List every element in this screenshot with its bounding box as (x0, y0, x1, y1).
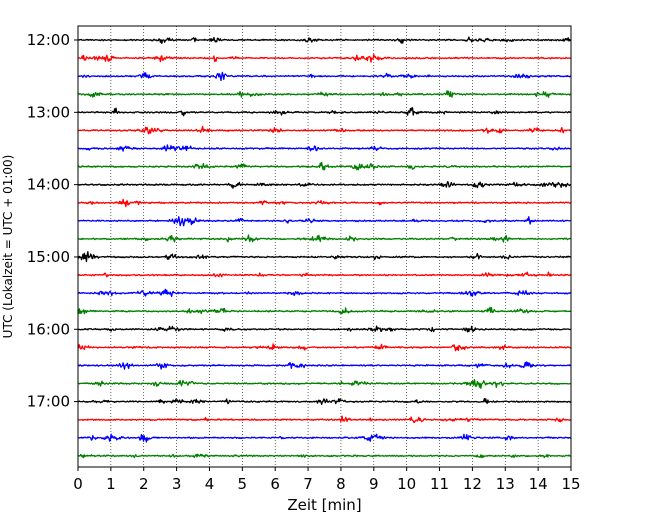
seismogram-trace (77, 90, 572, 98)
y-tick-label: 13:00 (27, 103, 70, 121)
y-tick-label: 15:00 (27, 248, 70, 266)
seismogram-trace (77, 125, 572, 135)
seismogram-trace (77, 107, 572, 117)
seismogram-trace (77, 343, 572, 352)
seismogram-trace (77, 216, 572, 227)
seismogram-trace (77, 53, 572, 63)
x-tick-label: 2 (139, 475, 149, 493)
x-tick-label: 6 (270, 475, 280, 493)
y-ticks: 12:00 13:00 14:00 15:00 16:00 17:00 (27, 31, 78, 411)
seismogram-trace (77, 36, 572, 45)
seismogram-trace (77, 198, 572, 208)
x-tick-label: 11 (430, 475, 449, 493)
x-tick-label: 9 (369, 475, 379, 493)
traces (77, 36, 572, 459)
plot-frame (77, 25, 572, 468)
seismogram-trace (77, 415, 572, 424)
x-tick-label: 4 (205, 475, 215, 493)
x-tick-label: 8 (336, 475, 346, 493)
x-tick-label: 10 (397, 475, 416, 493)
seismogram-trace (77, 71, 572, 82)
x-tick-label: 13 (496, 475, 515, 493)
y-axis-label: UTC (Lokalzeit = UTC + 01:00) (1, 155, 15, 339)
seismogram-trace (77, 379, 572, 389)
seismogram-trace (77, 453, 572, 459)
x-tick-label: 15 (561, 475, 580, 493)
x-tick-label: 12 (463, 475, 482, 493)
seismogram-trace (77, 306, 572, 315)
y-tick-label: 14:00 (27, 176, 70, 194)
seismogram-trace (77, 161, 572, 171)
y-tick-label: 12:00 (27, 31, 70, 49)
x-tick-label: 14 (529, 475, 548, 493)
seismogram-trace (77, 288, 572, 297)
seismogram-trace (77, 325, 572, 333)
x-axis-label: Zeit [min] (287, 496, 361, 514)
seismogram-trace (77, 251, 572, 263)
x-tick-label: 3 (172, 475, 182, 493)
y-tick-label: 17:00 (27, 393, 70, 411)
x-tick-label: 0 (73, 475, 83, 493)
seismogram-trace (77, 397, 572, 406)
x-tick-label: 7 (303, 475, 313, 493)
x-ticks: 0 1 2 3 4 5 6 7 8 9 10 11 12 13 14 15 (73, 467, 581, 493)
seismogram-trace (77, 361, 572, 370)
seismogram-trace (77, 433, 572, 443)
seismogram-trace (77, 181, 572, 189)
y-tick-label: 16:00 (27, 320, 70, 338)
seismogram-trace (77, 271, 572, 278)
seismogram-trace (77, 144, 572, 152)
seismogram-trace (77, 234, 572, 243)
x-tick-label: 1 (106, 475, 116, 493)
x-tick-label: 5 (238, 475, 248, 493)
